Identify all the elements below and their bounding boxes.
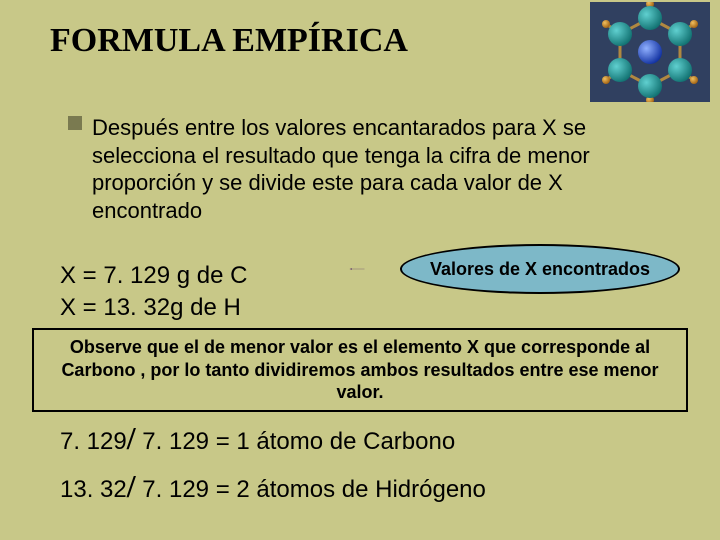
body-paragraph: Después entre los valores encantarados p…: [92, 114, 662, 224]
arrow-left-icon: [312, 268, 402, 270]
equation-x-hydrogen: X = 13. 32g de H: [60, 294, 241, 322]
calc-carbon-lhs: 7. 129: [60, 428, 127, 455]
slash-icon: /: [127, 468, 136, 504]
bullet-square-icon: [68, 116, 82, 130]
values-found-badge: Valores de X encontrados: [400, 244, 680, 294]
calc-carbon: 7. 129/ 7. 129 = 1 átomo de Carbono: [60, 420, 455, 457]
calc-carbon-rhs: 7. 129 = 1 átomo de Carbono: [136, 428, 456, 455]
badge-label: Valores de X encontrados: [430, 259, 650, 280]
calc-hydrogen-lhs: 13. 32: [60, 476, 127, 503]
calc-hydrogen: 13. 32/ 7. 129 = 2 átomos de Hidrógeno: [60, 468, 486, 505]
slide-title: FORMULA EMPÍRICA: [50, 22, 408, 60]
calc-hydrogen-rhs: 7. 129 = 2 átomos de Hidrógeno: [136, 476, 486, 503]
slash-icon: /: [127, 420, 136, 456]
benzene-molecule-icon: [590, 2, 710, 102]
observation-text: Observe que el de menor valor es el elem…: [61, 337, 658, 402]
observation-box: Observe que el de menor valor es el elem…: [32, 328, 688, 412]
equation-x-carbon: X = 7. 129 g de C: [60, 262, 247, 290]
